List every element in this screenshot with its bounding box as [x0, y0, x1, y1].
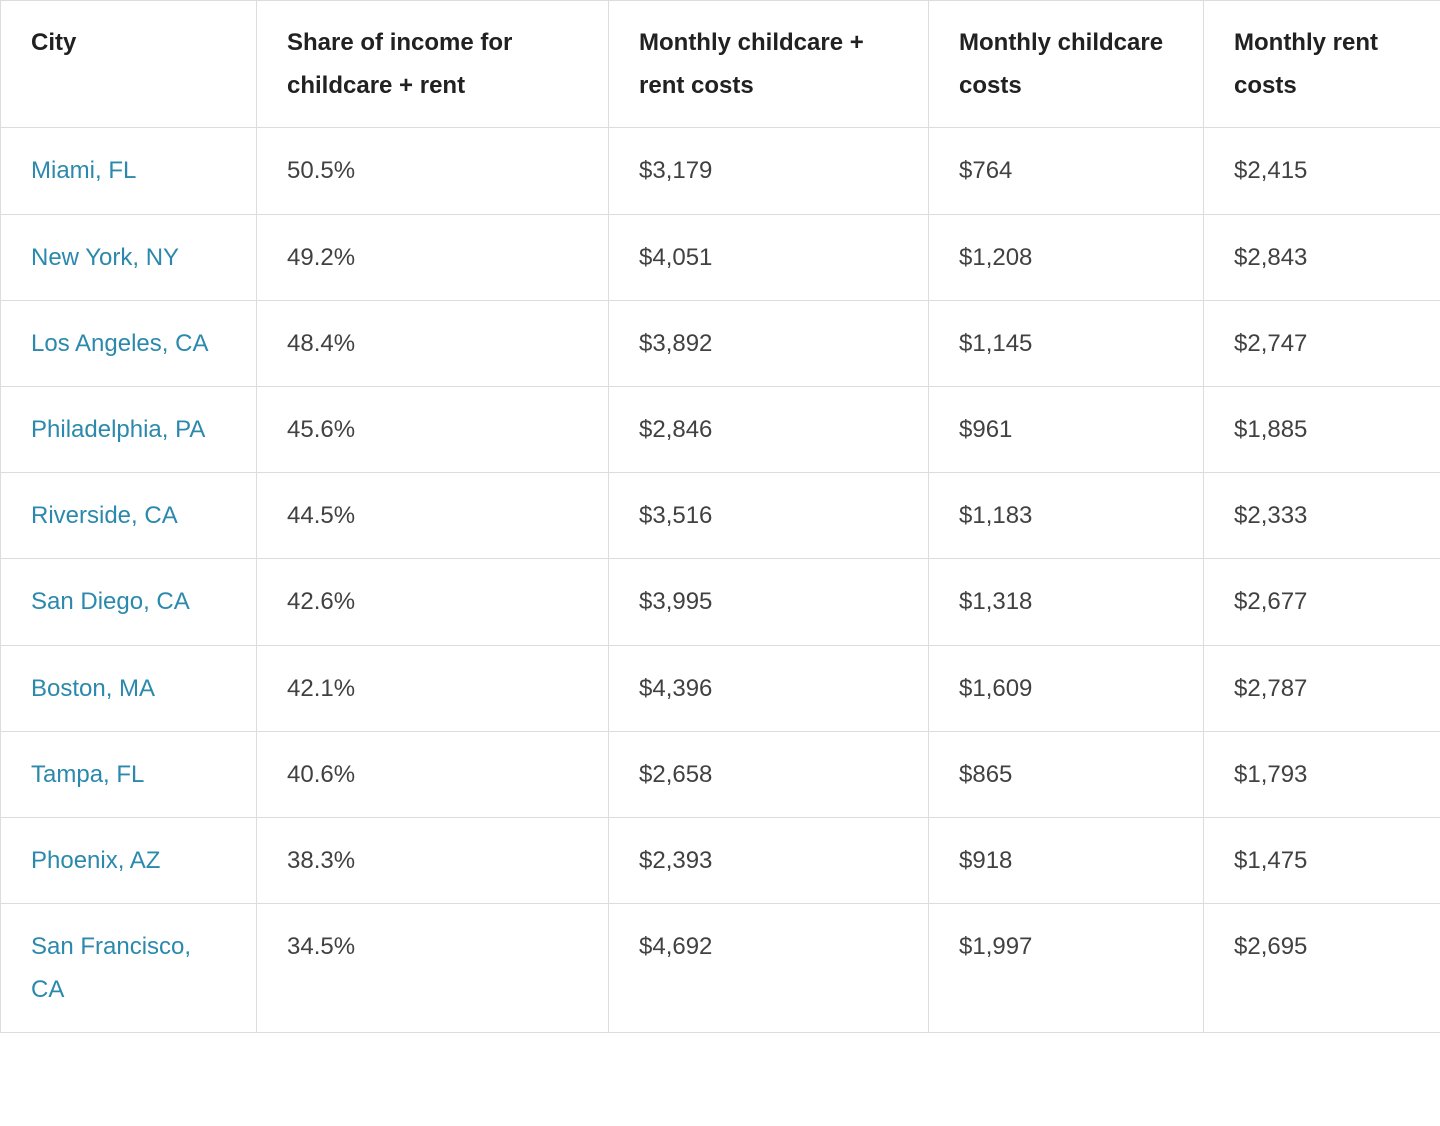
share-of-income-cell: 48.4%: [256, 299, 609, 387]
city-cell: San Diego, CA: [0, 558, 257, 646]
rent-costs-cell: $1,793: [1203, 730, 1440, 818]
city-cell: New York, NY: [0, 213, 257, 301]
childcare-plus-rent-cell: $4,692: [608, 903, 929, 1034]
city-cell: San Francisco, CA: [0, 903, 257, 1034]
share-of-income-cell: 34.5%: [256, 903, 609, 1034]
table-row: San Francisco, CA 34.5% $4,692 $1,997 $2,695: [0, 903, 1440, 1034]
childcare-plus-rent-cell: $3,892: [608, 299, 929, 387]
table-header-row: City Share of income for childcare + ren…: [0, 0, 1440, 129]
table-row: Boston, MA 42.1% $4,396 $1,609 $2,787: [0, 644, 1440, 732]
table-row: Riverside, CA 44.5% $3,516 $1,183 $2,333: [0, 472, 1440, 560]
table-row: Tampa, FL 40.6% $2,658 $865 $1,793: [0, 730, 1440, 818]
city-cell: Tampa, FL: [0, 730, 257, 818]
city-link[interactable]: New York, NY: [31, 243, 180, 271]
city-link[interactable]: San Francisco, CA: [31, 933, 192, 1004]
share-of-income-cell: 50.5%: [256, 127, 609, 215]
column-header-city: City: [0, 0, 257, 129]
childcare-costs-cell: $918: [928, 816, 1204, 905]
table-row: New York, NY 49.2% $4,051 $1,208 $2,843: [0, 213, 1440, 301]
childcare-costs-cell: $961: [928, 385, 1204, 474]
childcare-plus-rent-cell: $4,396: [608, 644, 929, 732]
childcare-costs-cell: $764: [928, 127, 1204, 215]
city-link[interactable]: Philadelphia, PA: [31, 415, 206, 443]
column-header-rent-costs: Monthly rent costs: [1203, 0, 1440, 129]
rent-costs-cell: $2,677: [1203, 558, 1440, 646]
childcare-plus-rent-cell: $2,393: [608, 816, 929, 905]
rent-costs-cell: $2,333: [1203, 472, 1440, 560]
city-cell: Phoenix, AZ: [0, 816, 257, 905]
city-cell: Boston, MA: [0, 644, 257, 732]
city-link[interactable]: Phoenix, AZ: [31, 846, 161, 874]
table-row: San Diego, CA 42.6% $3,995 $1,318 $2,677: [0, 558, 1440, 646]
childcare-rent-cost-table: City Share of income for childcare + ren…: [0, 0, 1440, 1034]
rent-costs-cell: $2,787: [1203, 644, 1440, 732]
city-link[interactable]: Los Angeles, CA: [31, 329, 209, 357]
childcare-costs-cell: $1,183: [928, 472, 1204, 560]
table-header: City Share of income for childcare + ren…: [0, 0, 1440, 129]
rent-costs-cell: $1,885: [1203, 385, 1440, 474]
city-link[interactable]: Boston, MA: [31, 674, 156, 702]
share-of-income-cell: 45.6%: [256, 385, 609, 474]
share-of-income-cell: 49.2%: [256, 213, 609, 301]
childcare-plus-rent-cell: $3,995: [608, 558, 929, 646]
table-row: Los Angeles, CA 48.4% $3,892 $1,145 $2,747: [0, 299, 1440, 387]
share-of-income-cell: 42.1%: [256, 644, 609, 732]
table-body: Miami, FL 50.5% $3,179 $764 $2,415 New York, …: [0, 127, 1440, 1034]
city-link[interactable]: Riverside, CA: [31, 502, 178, 530]
city-cell: Philadelphia, PA: [0, 385, 257, 474]
childcare-costs-cell: $1,997: [928, 903, 1204, 1034]
table-row: Miami, FL 50.5% $3,179 $764 $2,415: [0, 127, 1440, 215]
city-link[interactable]: San Diego, CA: [31, 588, 190, 616]
city-link[interactable]: Tampa, FL: [31, 760, 145, 788]
childcare-costs-cell: $865: [928, 730, 1204, 818]
rent-costs-cell: $2,843: [1203, 213, 1440, 301]
share-of-income-cell: 38.3%: [256, 816, 609, 905]
column-header-share-of-income: Share of income for childcare + rent: [256, 0, 609, 129]
childcare-plus-rent-cell: $3,516: [608, 472, 929, 560]
rent-costs-cell: $2,695: [1203, 903, 1440, 1034]
rent-costs-cell: $2,415: [1203, 127, 1440, 215]
share-of-income-cell: 42.6%: [256, 558, 609, 646]
column-header-childcare-costs: Monthly childcare costs: [928, 0, 1204, 129]
table-row: Philadelphia, PA 45.6% $2,846 $961 $1,885: [0, 385, 1440, 474]
childcare-costs-cell: $1,208: [928, 213, 1204, 301]
city-cell: Riverside, CA: [0, 472, 257, 560]
childcare-costs-cell: $1,609: [928, 644, 1204, 732]
table-row: Phoenix, AZ 38.3% $2,393 $918 $1,475: [0, 816, 1440, 905]
share-of-income-cell: 40.6%: [256, 730, 609, 818]
city-cell: Miami, FL: [0, 127, 257, 215]
childcare-plus-rent-cell: $3,179: [608, 127, 929, 215]
childcare-plus-rent-cell: $2,846: [608, 385, 929, 474]
childcare-costs-cell: $1,318: [928, 558, 1204, 646]
city-cell: Los Angeles, CA: [0, 299, 257, 387]
rent-costs-cell: $1,475: [1203, 816, 1440, 905]
share-of-income-cell: 44.5%: [256, 472, 609, 560]
childcare-costs-cell: $1,145: [928, 299, 1204, 387]
childcare-plus-rent-cell: $4,051: [608, 213, 929, 301]
childcare-plus-rent-cell: $2,658: [608, 730, 929, 818]
rent-costs-cell: $2,747: [1203, 299, 1440, 387]
column-header-childcare-plus-rent: Monthly childcare + rent costs: [608, 0, 929, 129]
city-link[interactable]: Miami, FL: [31, 157, 137, 185]
